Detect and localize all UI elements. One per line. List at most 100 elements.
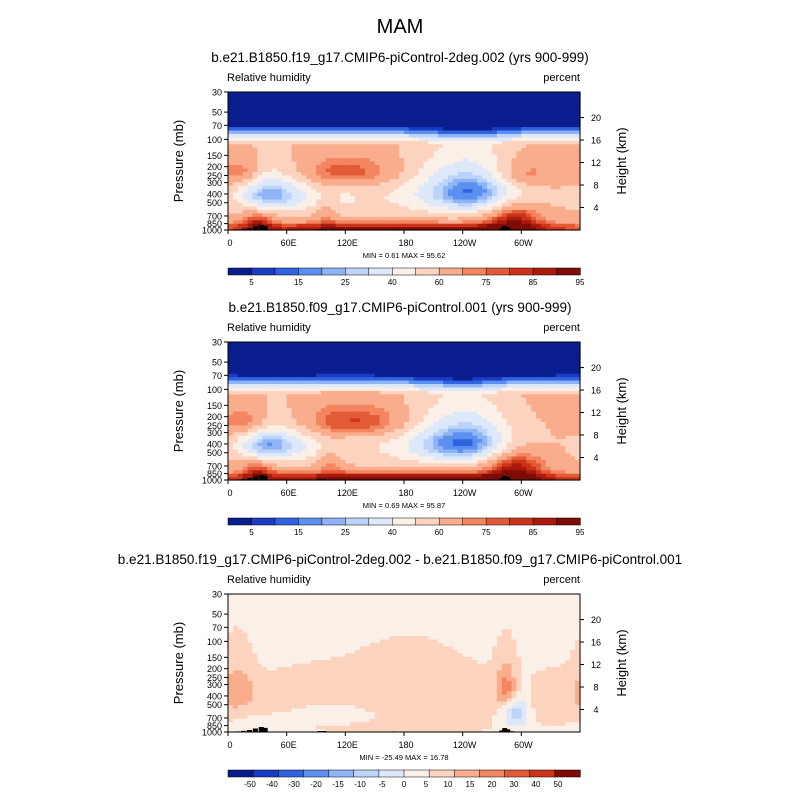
heatmap-cell <box>228 209 234 214</box>
heatmap-cell <box>267 216 273 221</box>
heatmap-cell <box>272 171 278 176</box>
heatmap-cell <box>408 383 415 388</box>
heatmap-cell <box>452 192 459 197</box>
heatmap-cell <box>350 202 356 207</box>
heatmap-cell <box>575 161 581 166</box>
heatmap-cell <box>232 143 239 148</box>
heatmap-cell <box>335 226 342 231</box>
heatmap-cell <box>550 136 557 141</box>
heatmap-cell <box>423 216 430 221</box>
heatmap-cell <box>374 209 381 214</box>
heatmap-cell <box>379 202 386 207</box>
heatmap-cell <box>477 178 483 183</box>
heatmap-cell <box>516 390 522 395</box>
heatmap-cell <box>257 428 263 433</box>
heatmap-cell <box>511 466 518 471</box>
heatmap-cell <box>340 133 346 138</box>
heatmap-cell <box>311 411 317 416</box>
heatmap-cell <box>355 185 361 190</box>
heatmap-cell <box>399 448 405 453</box>
heatmap-cell <box>560 212 566 217</box>
colorbar-swatch <box>345 267 370 276</box>
heatmap-cell <box>252 167 258 172</box>
heatmap-cell <box>452 448 459 453</box>
heatmap-cell <box>355 123 361 128</box>
heatmap-cell <box>286 424 293 429</box>
heatmap-cell <box>252 417 258 422</box>
heatmap-cell <box>575 466 581 471</box>
heatmap-cell <box>506 219 513 224</box>
heatmap-cell <box>360 438 366 443</box>
heatmap-cell <box>443 417 449 422</box>
heatmap-cell <box>492 202 498 207</box>
heatmap-cell <box>301 445 307 450</box>
heatmap-cell <box>276 442 283 447</box>
heatmap-cell <box>325 126 332 131</box>
heatmap-cell <box>311 161 317 166</box>
heatmap-cell <box>487 435 493 440</box>
heatmap-cell <box>281 181 288 186</box>
heatmap-cell <box>560 92 566 97</box>
heatmap-cell <box>369 219 376 224</box>
heatmap-cell <box>335 428 342 433</box>
heatmap-cell <box>272 459 278 464</box>
heatmap-cell <box>228 428 234 433</box>
heatmap-cell <box>394 462 400 467</box>
heatmap-cell <box>477 445 483 450</box>
heatmap-cell <box>276 459 283 464</box>
heatmap-cell <box>262 147 268 152</box>
heatmap-cell <box>281 404 288 409</box>
heatmap-cell <box>462 209 469 214</box>
heatmap-cell <box>316 424 322 429</box>
heatmap-cell <box>467 143 474 148</box>
heatmap-cell <box>477 473 483 478</box>
heatmap-cell <box>311 459 317 464</box>
heatmap-cell <box>413 407 420 412</box>
heatmap-cell <box>452 150 459 155</box>
heatmap-cell <box>506 212 513 217</box>
heatmap-cell <box>306 126 312 131</box>
heatmap-cell <box>360 219 366 224</box>
heatmap-cell <box>286 226 293 231</box>
heatmap-cell <box>423 126 430 131</box>
heatmap-cell <box>350 393 356 398</box>
heatmap-cell <box>560 116 566 121</box>
heatmap-cell <box>301 178 307 183</box>
heatmap-cell <box>443 209 449 214</box>
heatmap-cell <box>374 219 381 224</box>
heatmap-cell <box>267 476 273 481</box>
heatmap-cell <box>531 438 537 443</box>
heatmap-cell <box>570 116 576 121</box>
heatmap-cell <box>550 147 557 152</box>
heatmap-cell <box>384 198 390 203</box>
heatmap-cell <box>443 404 449 409</box>
heatmap-cell <box>506 462 513 467</box>
heatmap-cell <box>374 164 381 169</box>
heatmap-cell <box>364 143 371 148</box>
heatmap-cell <box>311 133 317 138</box>
heatmap-cell <box>374 404 381 409</box>
heatmap-cell <box>399 181 405 186</box>
heatmap-cell <box>369 411 376 416</box>
heatmap-cell <box>369 109 376 114</box>
heatmap-cell <box>340 209 346 214</box>
heatmap-cell <box>281 119 288 124</box>
heatmap-cell <box>262 407 268 412</box>
heatmap-cell <box>477 216 483 221</box>
heatmap-cell <box>369 216 376 221</box>
y-tick-label: 100 <box>207 135 222 145</box>
heatmap-cell <box>350 442 356 447</box>
heatmap-cell <box>418 431 425 436</box>
heatmap-cell <box>399 462 405 467</box>
heatmap-cell <box>496 143 503 148</box>
heatmap-cell <box>428 386 434 391</box>
heatmap-cell <box>457 143 464 148</box>
heatmap-cell <box>482 161 488 166</box>
heatmap-cell <box>565 383 571 388</box>
heatmap-cell <box>262 452 268 457</box>
colorbar-label: 40 <box>388 278 397 287</box>
heatmap-cell <box>545 140 552 145</box>
heatmap-cell <box>399 140 405 145</box>
heatmap-cell <box>369 448 376 453</box>
heatmap-cell <box>487 397 493 402</box>
